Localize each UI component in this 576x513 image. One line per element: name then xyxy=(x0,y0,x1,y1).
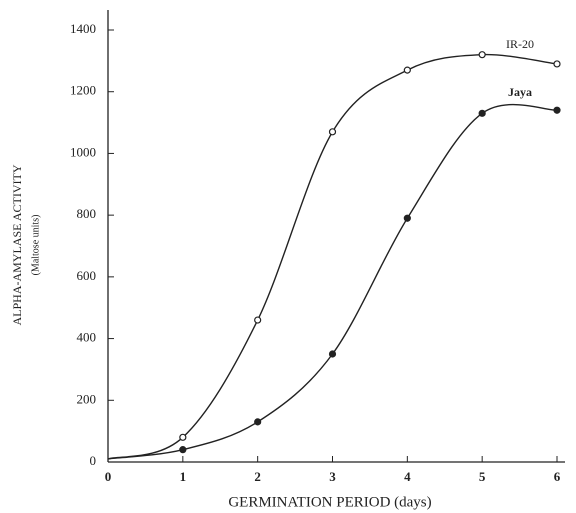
y-tick-label: 800 xyxy=(77,206,97,221)
x-tick-label: 5 xyxy=(479,469,486,484)
series-line xyxy=(108,55,557,459)
series-label: IR-20 xyxy=(506,37,534,51)
data-point xyxy=(330,129,336,135)
data-point xyxy=(180,447,186,453)
x-axis-label: GERMINATION PERIOD (days) xyxy=(228,494,431,510)
x-tick-label: 1 xyxy=(180,469,187,484)
x-tick-label: 6 xyxy=(554,469,561,484)
data-point xyxy=(330,351,336,357)
data-point xyxy=(255,317,261,323)
data-point xyxy=(404,215,410,221)
x-tick-label: 4 xyxy=(404,469,411,484)
data-point xyxy=(554,107,560,113)
data-point xyxy=(180,434,186,440)
data-point xyxy=(479,110,485,116)
y-axis-label: ALPHA-AMYLASE ACTIVITY xyxy=(10,164,24,325)
data-point xyxy=(404,67,410,73)
y-tick-label: 600 xyxy=(77,268,97,283)
y-tick-label: 1200 xyxy=(70,83,96,98)
y-tick-label: 1400 xyxy=(70,21,96,36)
series-label: Jaya xyxy=(508,85,532,99)
series-line xyxy=(108,105,557,459)
data-point xyxy=(554,61,560,67)
x-tick-label: 2 xyxy=(254,469,261,484)
x-tick-label: 0 xyxy=(105,469,112,484)
y-tick-label: 400 xyxy=(77,330,97,345)
data-point xyxy=(479,52,485,58)
y-tick-label: 0 xyxy=(90,453,97,468)
chart: GERMINATION PERIOD (days) ALPHA-AMYLASE … xyxy=(0,0,576,513)
y-tick-label: 1000 xyxy=(70,144,96,159)
y-axis-sublabel: (Maltose units) xyxy=(30,215,41,276)
y-tick-label: 200 xyxy=(77,391,97,406)
x-tick-label: 3 xyxy=(329,469,336,484)
data-point xyxy=(255,419,261,425)
